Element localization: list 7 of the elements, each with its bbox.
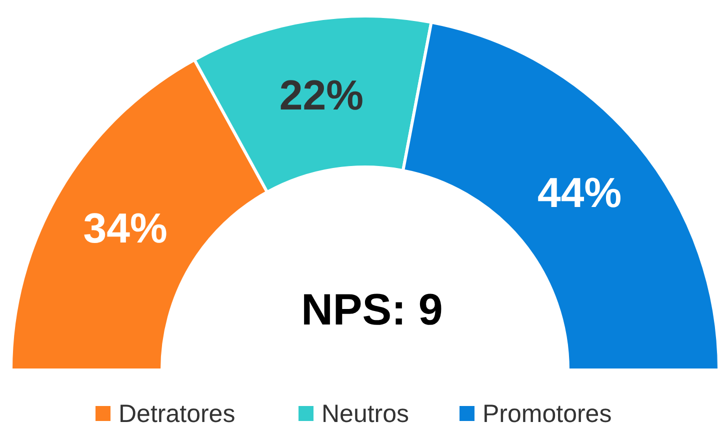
text: NPS: 9: [301, 286, 443, 334]
legend-label: Promotores: [482, 400, 612, 426]
legend-label: Neutros: [322, 400, 410, 426]
data-label: 22%: [279, 71, 364, 118]
data-label: 44%: [538, 168, 622, 216]
legend-label: Detratores: [118, 400, 236, 426]
data-label: 34%: [83, 204, 168, 252]
